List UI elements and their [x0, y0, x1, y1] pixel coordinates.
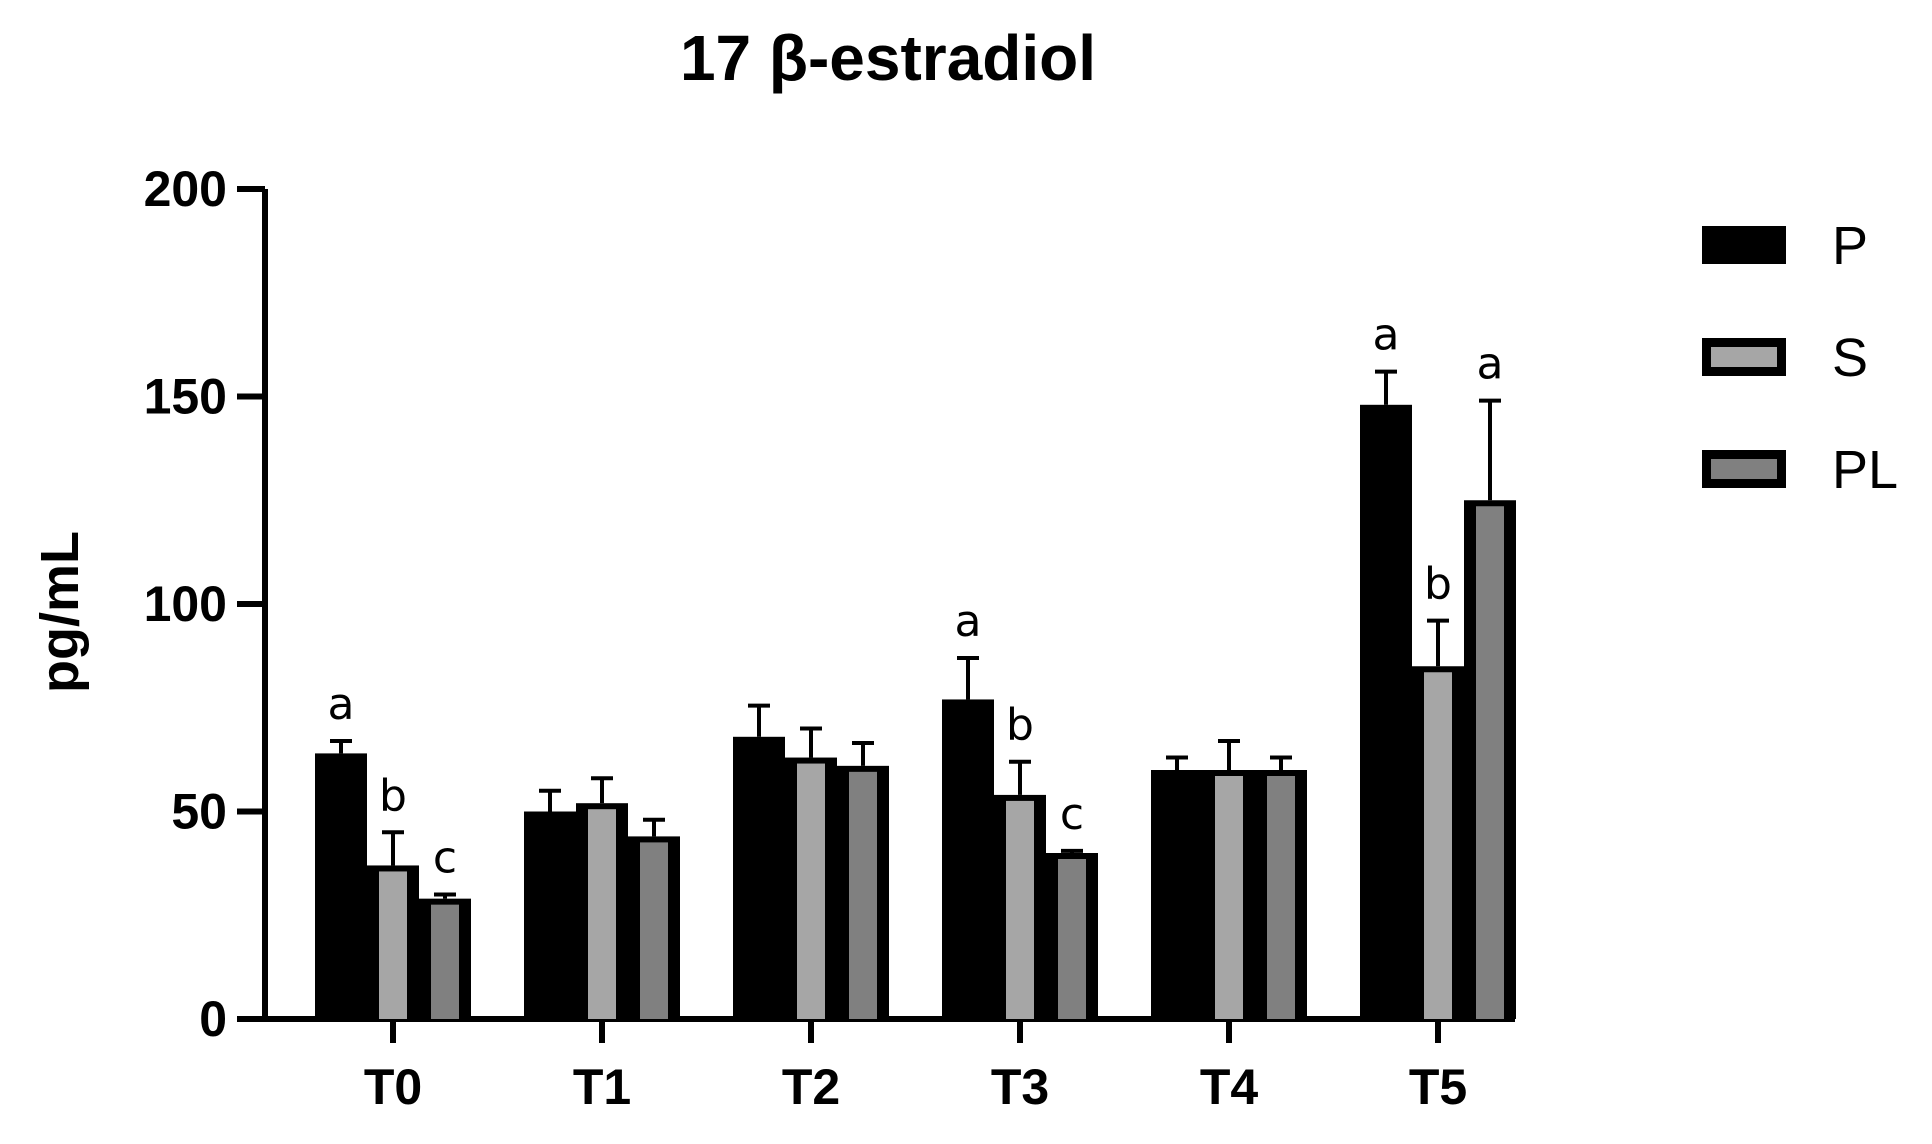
bar-fill-PL-T3 [1058, 859, 1086, 1019]
axes: 0 50 100 150 200 T0 T1 T2 T3 T4 T5 [144, 161, 1515, 1115]
bar-P-T2 [733, 736, 785, 1019]
legend: PS PL [1702, 216, 1898, 500]
bar-P-T0 [315, 753, 367, 1019]
significance-letter: b [1424, 559, 1452, 610]
bar-fill-S-T1 [588, 809, 616, 1019]
y-tick-label: 150 [144, 369, 227, 425]
bar-fill-S-T5 [1424, 672, 1452, 1019]
bar-fill-PL-T2 [849, 771, 877, 1019]
bar-fill-PL-T1 [640, 842, 668, 1019]
significance-letter: b [379, 770, 407, 821]
legend-label-S: S [1832, 328, 1868, 388]
y-axis-title: pg/mL [30, 531, 90, 693]
significance-letter: a [328, 679, 355, 730]
x-tick-label: T1 [573, 1059, 631, 1115]
bar-fill-S-T4 [1215, 776, 1243, 1019]
significance-letter: b [1006, 700, 1034, 751]
bar-fill-S-T2 [797, 763, 825, 1019]
significance-letter: a [1477, 339, 1504, 390]
significance-letter: a [1373, 310, 1400, 361]
bar-fill-PL-T5 [1476, 506, 1504, 1019]
legend-label-PL: PL [1832, 440, 1898, 500]
chart-title: 17 β-estradiol [680, 22, 1096, 94]
bar-fill-S-T0 [379, 871, 407, 1019]
bar-fill-PL-T4 [1267, 776, 1295, 1019]
bar-fill-S-T3 [1006, 800, 1034, 1019]
x-tick-label: T2 [782, 1059, 840, 1115]
significance-letter: a [955, 596, 982, 647]
legend-swatch-fill-PL [1711, 459, 1777, 479]
bar-P-T5 [1360, 404, 1412, 1019]
x-tick-label: T5 [1409, 1059, 1467, 1115]
y-tick-label: 200 [144, 161, 227, 217]
y-tick-label: 0 [199, 991, 227, 1047]
legend-label-P: P [1832, 216, 1868, 276]
legend-swatch-P [1702, 226, 1786, 264]
x-tick-label: T3 [991, 1059, 1049, 1115]
significance-letter: c [433, 833, 457, 884]
bar-P-T4 [1151, 770, 1203, 1019]
bar-P-T1 [524, 811, 576, 1019]
legend-swatch-fill-S [1711, 347, 1777, 367]
bar-P-T3 [942, 699, 994, 1019]
bar-fill-PL-T0 [431, 904, 459, 1019]
x-tick-label: T4 [1200, 1059, 1259, 1115]
y-tick-label: 100 [144, 576, 227, 632]
significance-letter: c [1060, 789, 1084, 840]
y-tick-label: 50 [171, 784, 227, 840]
x-tick-label: T0 [364, 1059, 422, 1115]
